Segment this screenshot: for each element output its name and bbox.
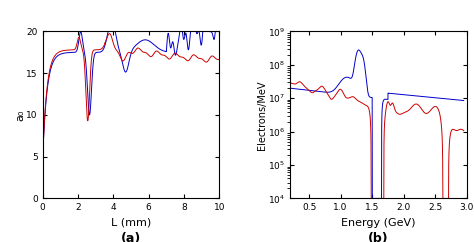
Text: (a): (a) bbox=[121, 232, 141, 242]
Line: + GDD, - TOD: + GDD, - TOD bbox=[291, 82, 464, 198]
- GDD, + TOD bbox=[354, 51, 360, 54]
X-axis label: Energy (GeV): Energy (GeV) bbox=[341, 218, 416, 228]
+ GDD, - TOD bbox=[354, 98, 360, 101]
- GDD, + TOD bbox=[461, 99, 466, 102]
- GDD, + TOD bbox=[319, 91, 325, 93]
- GDD, + TOD bbox=[288, 87, 293, 90]
- GDD, + TOD bbox=[430, 96, 436, 99]
+ GDD, - TOD bbox=[368, 197, 374, 200]
- GDD, + TOD bbox=[401, 93, 406, 96]
Line: - GDD, + TOD: - GDD, + TOD bbox=[291, 50, 464, 198]
+ GDD, - TOD bbox=[319, 85, 325, 88]
Y-axis label: a₀: a₀ bbox=[15, 109, 25, 121]
+ GDD, - TOD bbox=[288, 82, 293, 84]
+ GDD, - TOD bbox=[461, 129, 466, 132]
X-axis label: L (mm): L (mm) bbox=[111, 218, 151, 228]
+ GDD, - TOD bbox=[417, 105, 423, 108]
- GDD, + TOD bbox=[417, 95, 423, 98]
- GDD, + TOD bbox=[356, 48, 362, 51]
Text: (b): (b) bbox=[368, 232, 389, 242]
- GDD, + TOD bbox=[392, 92, 397, 95]
Y-axis label: Electrons/MeV: Electrons/MeV bbox=[256, 80, 266, 150]
+ GDD, - TOD bbox=[401, 112, 406, 114]
+ GDD, - TOD bbox=[392, 107, 397, 110]
- GDD, + TOD bbox=[369, 197, 375, 200]
+ GDD, - TOD bbox=[297, 80, 302, 83]
+ GDD, - TOD bbox=[430, 106, 436, 109]
